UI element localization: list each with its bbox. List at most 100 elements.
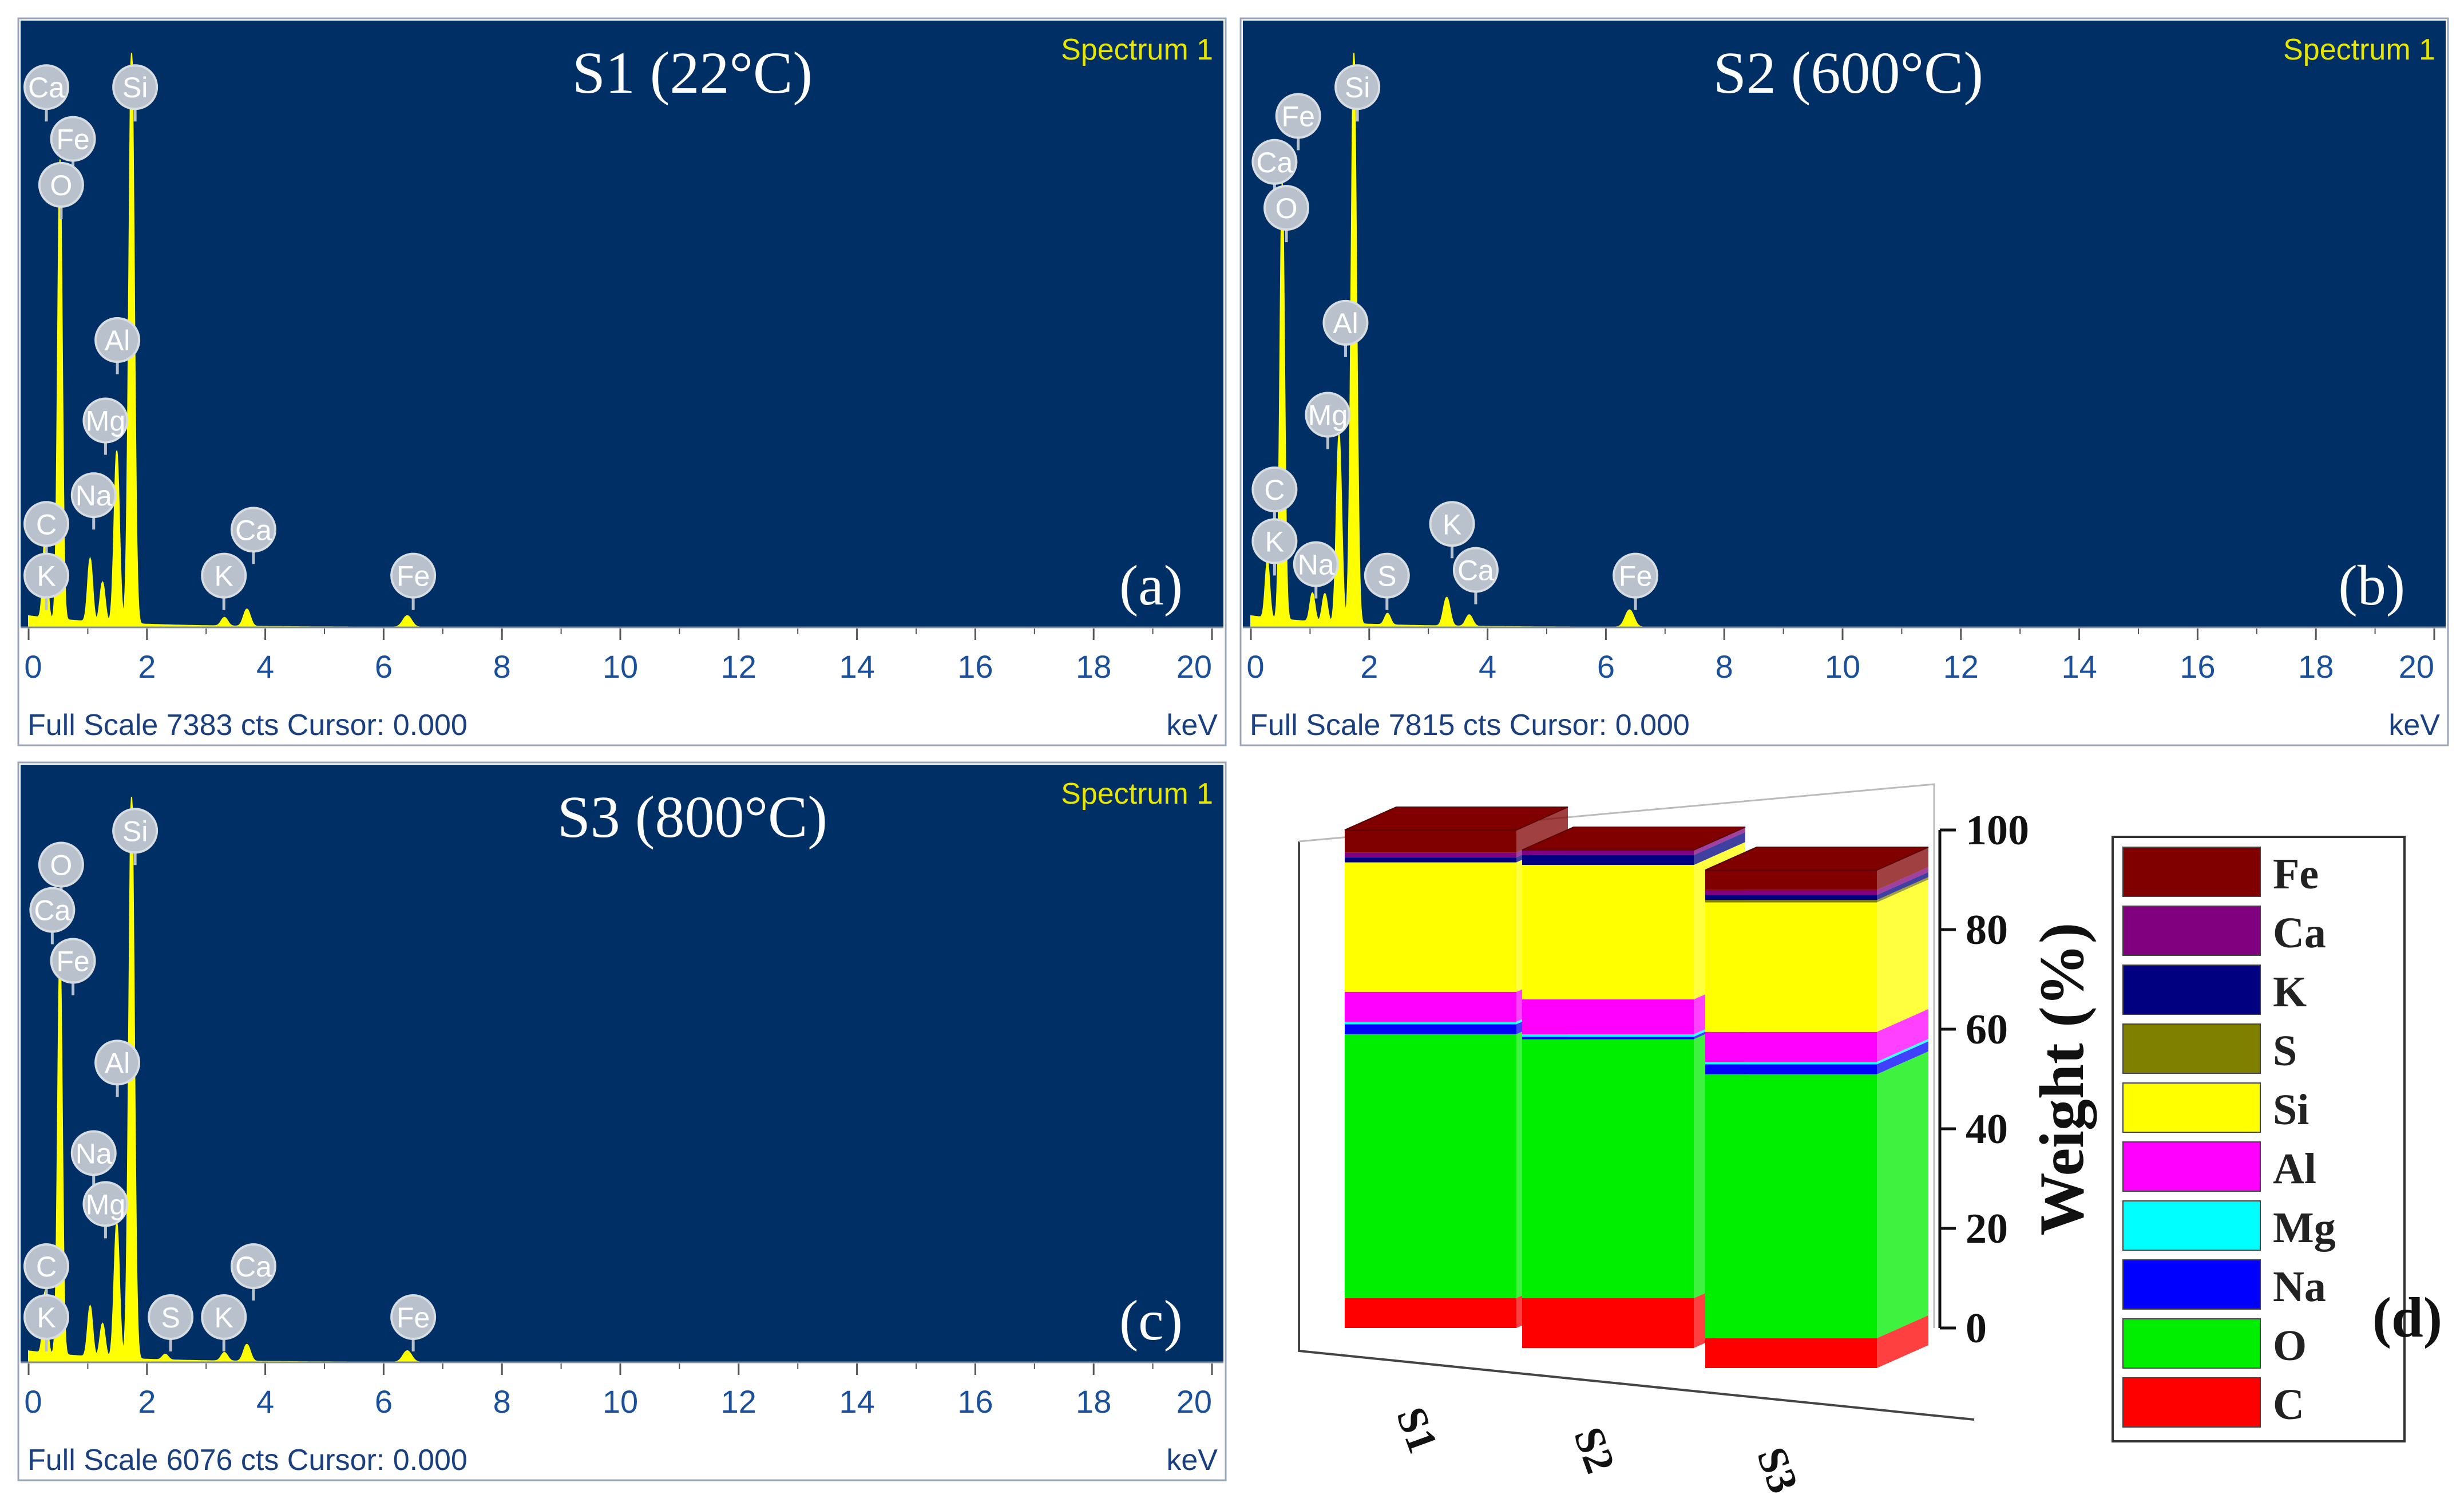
bar-top-s2 — [1522, 827, 1746, 851]
peak-label-text: Al — [105, 325, 130, 357]
peak-label-k: K — [1429, 501, 1475, 559]
x-tick-label: 10 — [603, 1384, 638, 1420]
panel-label: (c) — [1119, 1288, 1183, 1352]
x-tick-label: 2 — [138, 1384, 156, 1420]
peak-label-si: Si — [112, 808, 159, 865]
panel-label: (d) — [2372, 1286, 2442, 1349]
bar-segment-s1-si — [1345, 862, 1516, 992]
x-tick-label: 2 — [1360, 649, 1378, 685]
x-tick-label: 8 — [493, 649, 511, 685]
x-tick-label: 14 — [2061, 649, 2097, 685]
bar-side-s3-fe — [1877, 847, 1928, 890]
peak-label-text: Fe — [56, 124, 89, 156]
x-tick-label: 0 — [1246, 649, 1264, 685]
legend-swatch-ca — [2122, 906, 2261, 956]
x-category-label: S1 — [1387, 1401, 1447, 1459]
legend-label-al: Al — [2273, 1145, 2316, 1193]
bar-segment-s3-ca — [1705, 890, 1877, 895]
peak-label-text: Fe — [56, 946, 89, 978]
bar-side-s2-ca — [1694, 827, 1745, 855]
panel-title: S3 (800°C) — [557, 784, 827, 850]
x-tick-label: 8 — [493, 1384, 511, 1420]
peak-label-text: C — [36, 1251, 57, 1283]
peak-label-fe: Fe — [50, 938, 96, 995]
y-tick-label: 80 — [1966, 907, 2008, 954]
peak-label-text: Ca — [235, 1251, 272, 1283]
peak-label-text: Si — [122, 815, 148, 847]
bar-segment-s2-al — [1522, 999, 1694, 1034]
peak-label-text: O — [1275, 192, 1298, 224]
peak-label-c: C — [1251, 467, 1298, 524]
panel-label: (a) — [1119, 554, 1183, 617]
peak-label-na: Na — [70, 1130, 117, 1188]
y-tick-label: 60 — [1966, 1006, 2008, 1053]
panel-label: (b) — [2338, 554, 2405, 617]
x-tick-label: 4 — [256, 1384, 274, 1420]
bar-segment-s3-na — [1705, 1064, 1877, 1074]
peak-label-text: Al — [105, 1047, 130, 1079]
peak-label-text: Na — [76, 1137, 112, 1169]
x-tick-label: 12 — [721, 1384, 756, 1420]
legend-swatch-o — [2122, 1318, 2261, 1369]
legend-label-o: O — [2273, 1322, 2307, 1370]
peak-label-na: Na — [70, 472, 117, 530]
legend-label-k: K — [2273, 968, 2307, 1016]
bar-side-s3-k — [1877, 872, 1928, 900]
x-axis-unit: keV — [1166, 1444, 1218, 1477]
peak-label-text: Na — [1298, 549, 1334, 581]
peak-label-text: C — [36, 508, 57, 540]
bar-side-s3-c — [1877, 1315, 1928, 1368]
bar-segment-s3-c — [1705, 1338, 1877, 1368]
peak-label-fe: Fe — [390, 1294, 437, 1351]
peak-label-text: S — [161, 1302, 180, 1334]
x-tick-label: 0 — [24, 1384, 42, 1420]
legend-swatch-c — [2122, 1377, 2261, 1428]
peak-label-k: K — [201, 1294, 247, 1351]
peak-label-al: Al — [1322, 299, 1369, 357]
bar-segment-s3-o — [1705, 1074, 1877, 1338]
x-tick-label: 12 — [1943, 649, 1979, 685]
peak-label-text: Na — [76, 480, 112, 512]
peak-label-s: S — [148, 1294, 194, 1351]
peak-label-o: O — [1263, 185, 1310, 243]
x-tick-label: 4 — [1479, 649, 1496, 685]
bar-segment-s1-ca — [1345, 852, 1516, 857]
legend-swatch-mg — [2122, 1200, 2261, 1251]
y-axis-title: Weight (%) — [2027, 923, 2097, 1236]
peak-label-text: Fe — [1282, 100, 1315, 132]
x-category-label: S3 — [1748, 1441, 1807, 1499]
x-tick-label: 14 — [839, 649, 874, 685]
legend-swatch-k — [2122, 965, 2261, 1015]
peak-label-al: Al — [94, 317, 141, 374]
bar-segment-s3-mg — [1705, 1061, 1877, 1065]
x-tick-label: 20 — [2399, 649, 2434, 685]
stacked-bar-panel-d: S1 S2 S3 0 20 40 60 80 100 Weight (%) Fe Ca KS Si Al Mg… — [1298, 783, 2442, 1499]
y-tick-label: 20 — [1966, 1205, 2008, 1252]
peak-label-text: K — [37, 560, 56, 592]
bar-segment-s1-na — [1345, 1024, 1516, 1034]
bar-side-s2-k — [1694, 832, 1745, 865]
peak-label-text: Mg — [86, 1188, 125, 1220]
spectrum-label: Spectrum 1 — [1061, 777, 1213, 811]
bar-segment-s2-si — [1522, 865, 1694, 999]
x-tick-label: 18 — [1076, 1384, 1111, 1420]
plot-area — [1243, 21, 2446, 627]
bar-side-s1-fe — [1516, 807, 1568, 853]
peak-label-text: S — [1377, 560, 1396, 592]
peak-label-k: K — [23, 1294, 70, 1351]
legend-swatch-fe — [2122, 847, 2261, 897]
peak-label-fe: Fe — [1275, 93, 1321, 151]
x-tick-label: 20 — [1176, 1384, 1212, 1420]
peak-label-text: Fe — [397, 560, 430, 592]
bar-segment-s2-ca — [1522, 850, 1694, 855]
x-tick-label: 6 — [1597, 649, 1615, 685]
peak-label-mg: Mg — [82, 397, 129, 455]
peak-label-text: K — [1265, 525, 1284, 558]
peak-label-ca: Ca — [23, 64, 70, 122]
bar-segment-s3-al — [1705, 1031, 1877, 1062]
bar-top-s1 — [1344, 807, 1568, 831]
y-tick-label: 40 — [1966, 1106, 2008, 1153]
x-tick-label: 18 — [2298, 649, 2334, 685]
bar-segment-s1-o — [1345, 1034, 1516, 1298]
x-category-label: S2 — [1564, 1421, 1624, 1479]
